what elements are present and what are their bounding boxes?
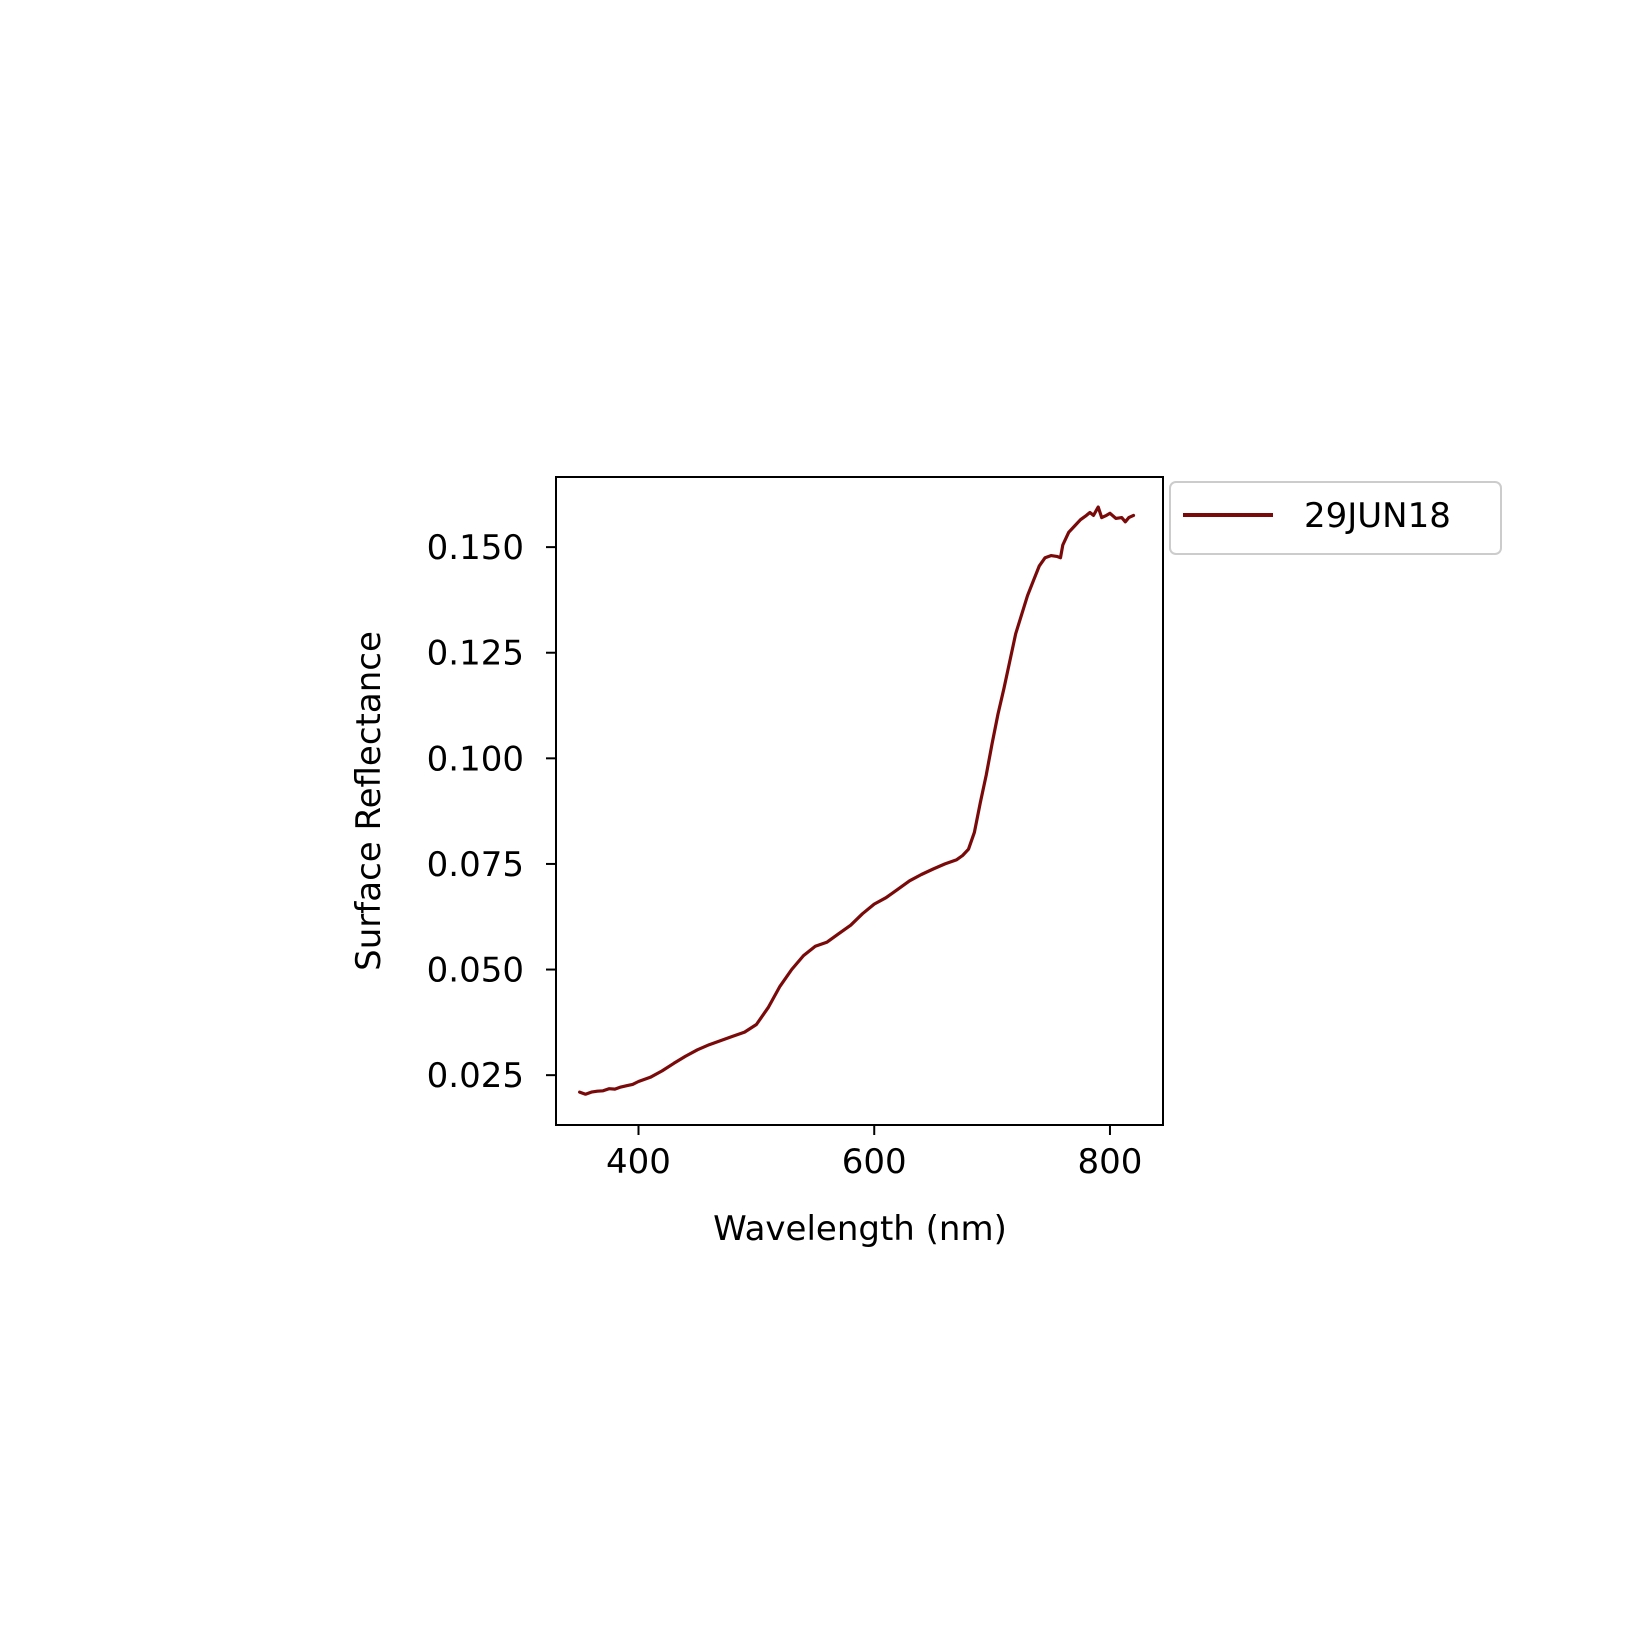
x-axis-label: Wavelength (nm) [713,1209,1007,1249]
plot-frame [555,476,1164,1126]
legend: 29JUN18 [1169,481,1502,555]
y-tick-label: 0.025 [427,1056,524,1096]
series-line-29JUN18 [578,505,1136,1096]
x-tick-label: 400 [606,1142,671,1182]
x-tick-label: 800 [1078,1142,1143,1182]
y-tick-label: 0.100 [427,739,524,779]
y-tick-label: 0.050 [427,951,524,991]
y-tick-label: 0.075 [427,845,524,885]
plot-background [556,477,1163,1125]
legend-frame [1169,481,1502,555]
legend-label: 29JUN18 [1304,496,1451,536]
y-tick-label: 0.150 [427,528,524,568]
y-axis-label: Surface Reflectance [349,631,389,971]
x-tick-label: 600 [842,1142,907,1182]
axis-ticks: 400 600 800 0.025 0.050 0.075 0.100 0.125 0.150 [427,528,1143,1182]
y-tick-label: 0.125 [427,634,524,674]
